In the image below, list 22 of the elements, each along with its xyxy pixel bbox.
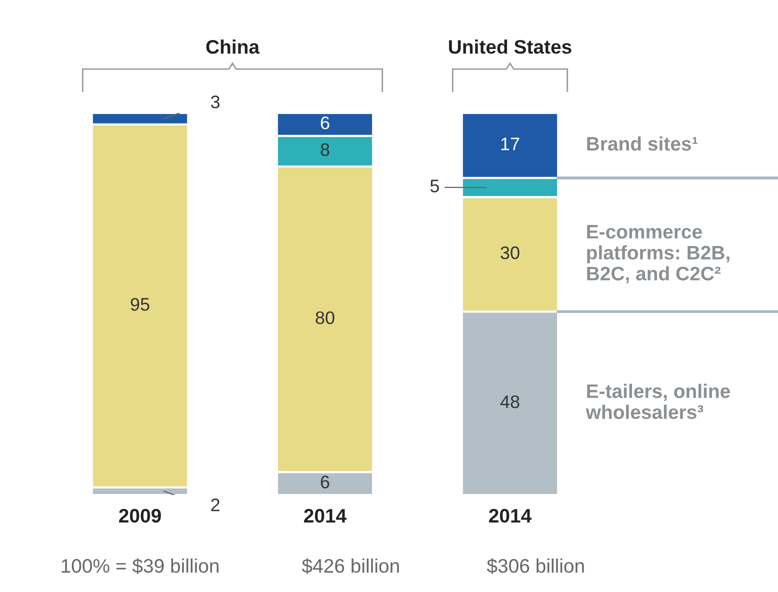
data-label: 30 [500, 246, 520, 260]
data-label: 6 [320, 476, 330, 488]
text: 100% = $39 billion [62, 558, 218, 574]
series-label: E-commerce platforms: B2B, B2C, and C2C² [587, 225, 730, 284]
data-label: 6 [320, 116, 330, 130]
text: $306 billion [486, 558, 584, 574]
x-tick-label: 2009 [119, 508, 161, 523]
text: United States [449, 39, 572, 54]
x-tick-label: 2014 [304, 508, 347, 523]
data-label: 3 [210, 96, 220, 108]
series-label: Brand sites¹ [587, 136, 698, 151]
data-label: 95 [130, 298, 150, 311]
x-tick-label: 2014 [489, 508, 532, 523]
series-label: E-tailers, online wholesalers³ [586, 384, 730, 420]
data-label: 48 [500, 395, 520, 408]
data-label: 8 [320, 143, 330, 156]
data-label: 80 [316, 311, 334, 324]
data-label: 2 [211, 498, 220, 512]
data-label: 17 [501, 138, 520, 150]
text: $426 billion [302, 558, 399, 574]
text: China [206, 39, 260, 54]
data-label: 5 [430, 180, 439, 192]
